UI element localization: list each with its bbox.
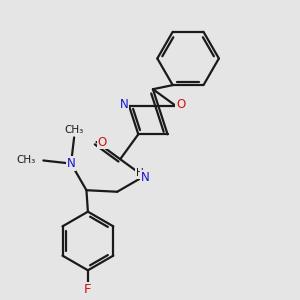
Text: F: F: [84, 283, 92, 296]
Text: H: H: [136, 168, 143, 178]
Text: N: N: [141, 171, 150, 184]
Text: CH₃: CH₃: [64, 125, 84, 135]
Text: O: O: [98, 136, 107, 148]
Text: N: N: [67, 157, 75, 170]
Text: CH₃: CH₃: [16, 155, 35, 166]
Text: O: O: [176, 98, 186, 112]
Text: N: N: [120, 98, 128, 112]
